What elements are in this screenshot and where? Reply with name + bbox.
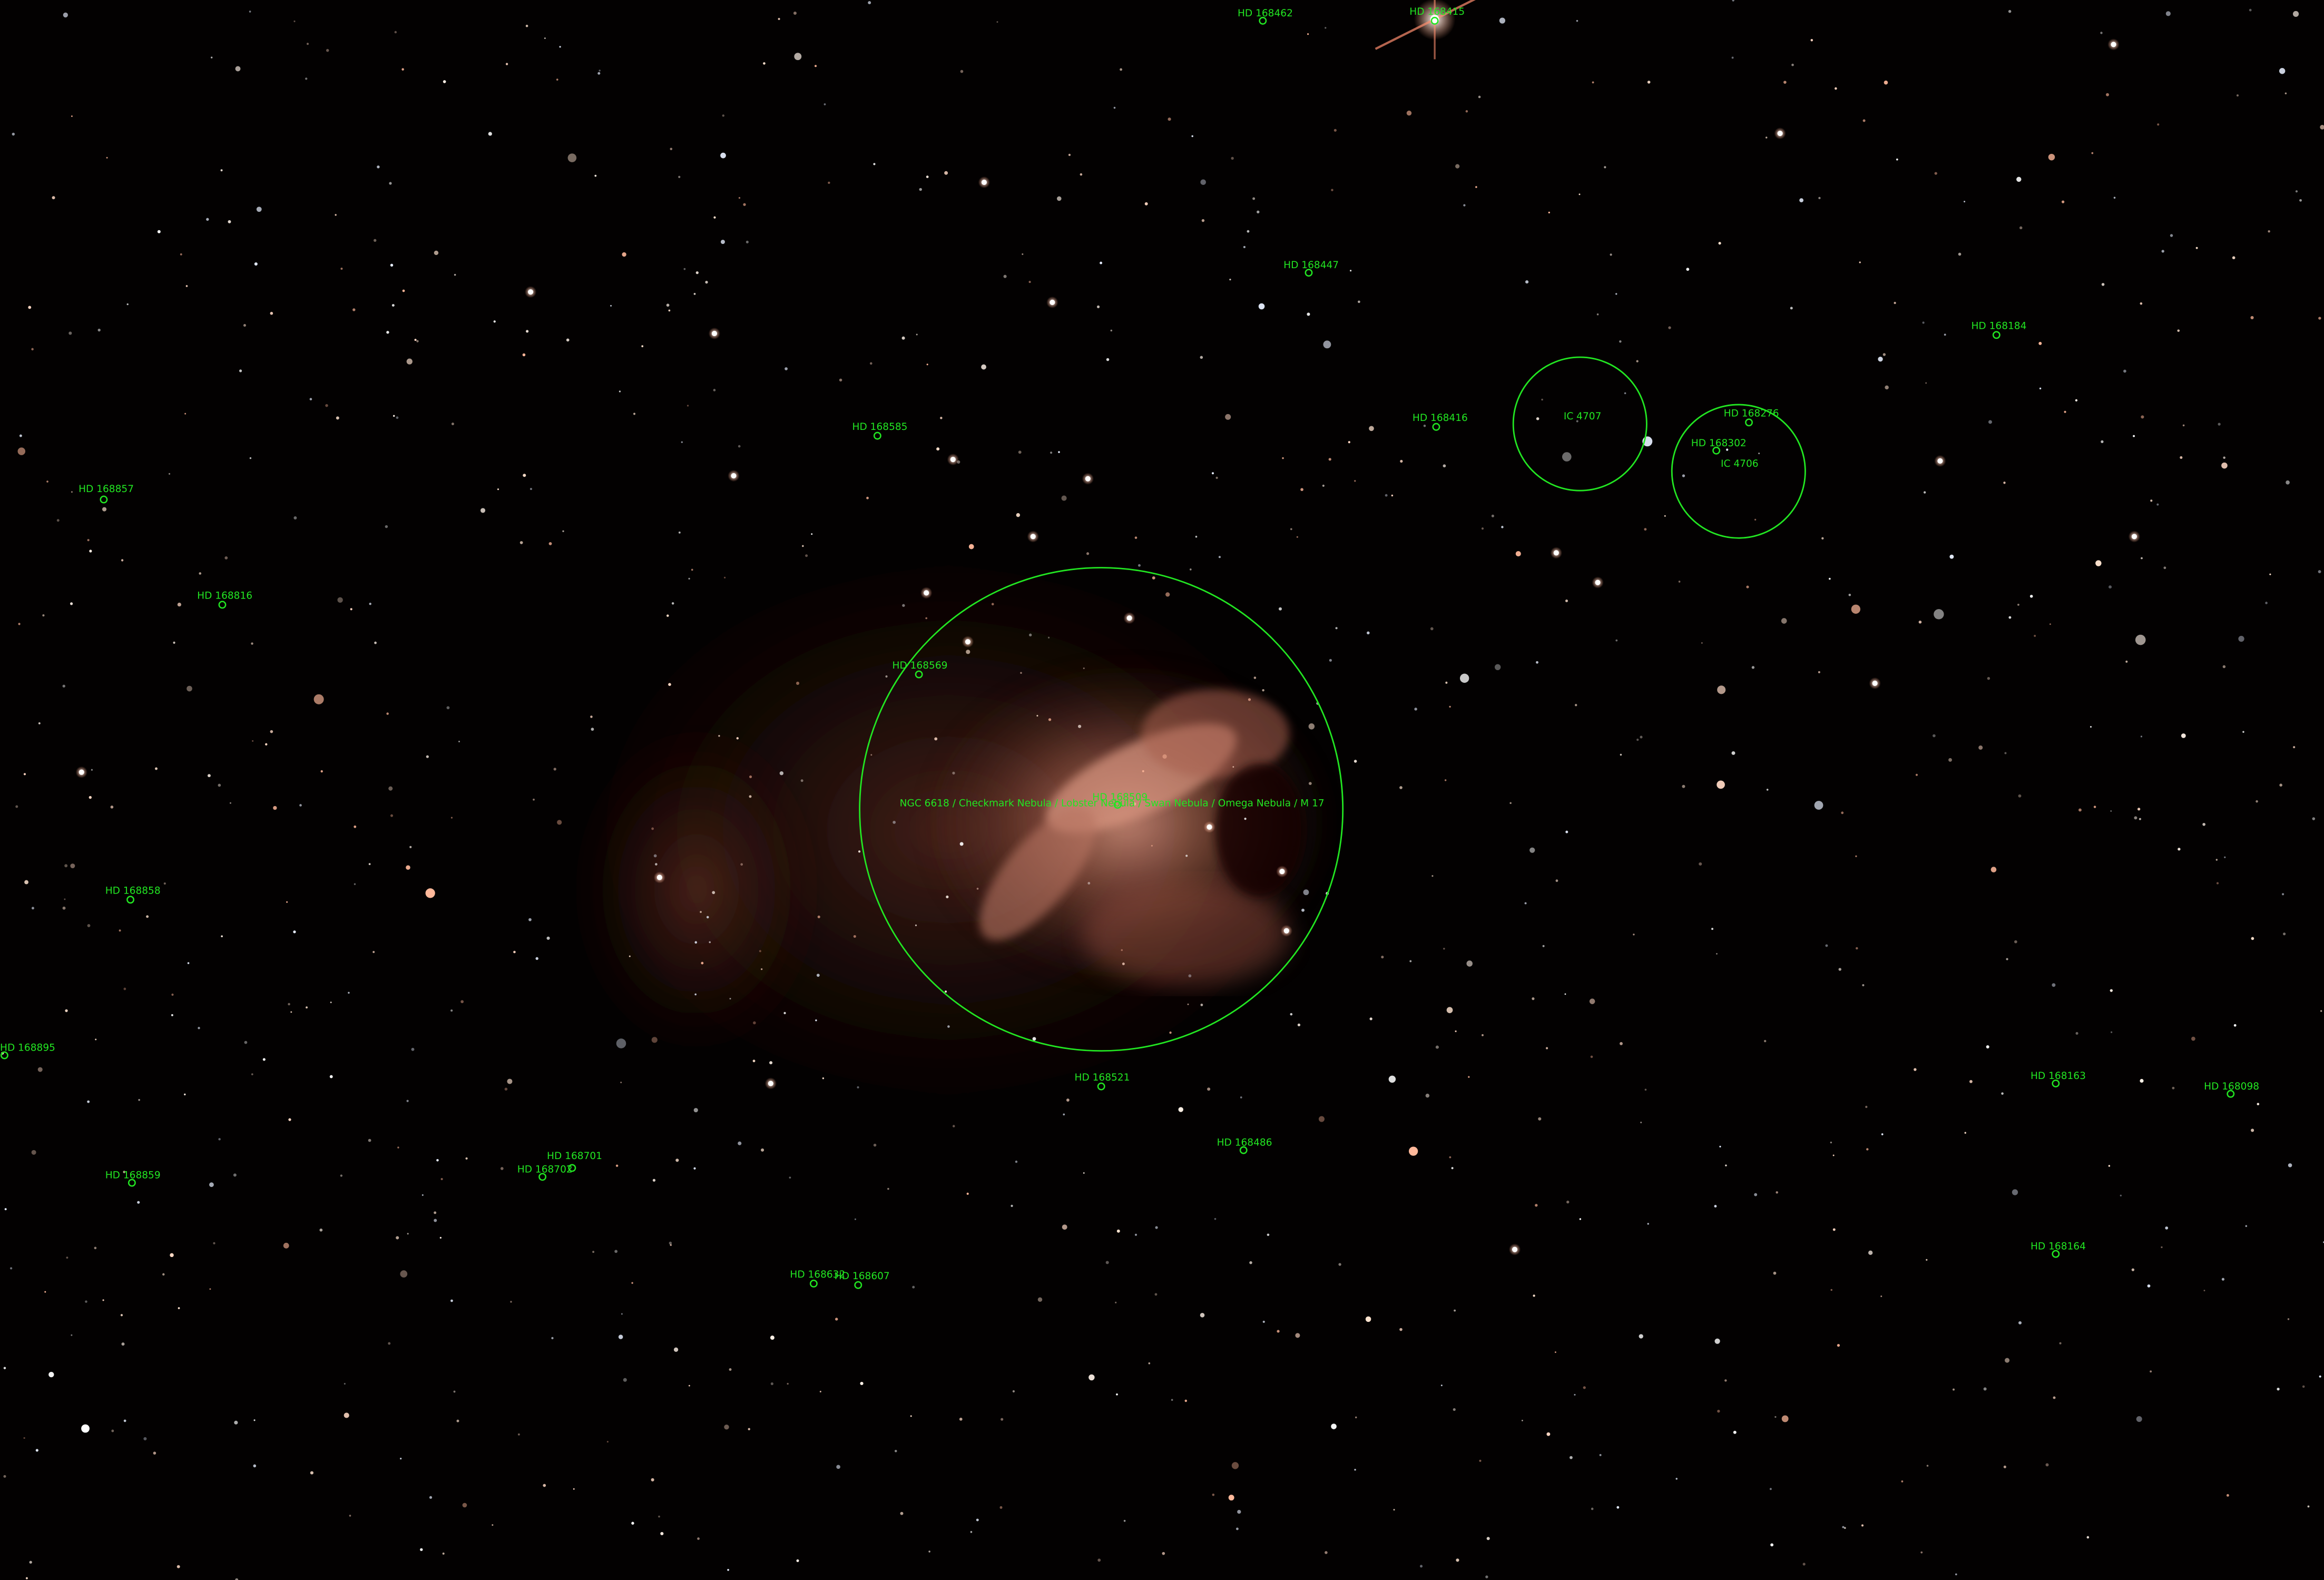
star-label: HD 168895	[0, 1043, 55, 1054]
star-label: HD 168701	[547, 1151, 602, 1162]
star-label: HD 168416	[1413, 413, 1468, 424]
ic4706-circle	[1671, 404, 1806, 539]
star-label: HD 168184	[1971, 321, 2026, 332]
m17-circle	[859, 567, 1344, 1052]
omega-nebula	[563, 533, 1334, 1127]
star-label: HD 168607	[835, 1271, 890, 1282]
star-label: HD 168585	[852, 421, 908, 433]
star-label: HD 168569	[893, 660, 948, 671]
ic4707-circle	[1512, 356, 1648, 492]
star-label: HD 168415	[1409, 6, 1465, 17]
star-label: HD 168632	[790, 1269, 845, 1280]
labeled-star-markers	[0, 16, 2235, 1289]
star-label: HD 168702	[517, 1164, 573, 1175]
ic4706-label: IC 4706	[1721, 458, 1759, 469]
star-label: HD 168462	[1238, 8, 1293, 19]
star-label: HD 168816	[197, 591, 252, 602]
annotations	[859, 356, 1806, 1052]
star-label: HD 168302	[1691, 438, 1747, 449]
star-label: HD 168858	[105, 885, 161, 896]
star-label: HD 168447	[1283, 260, 1339, 271]
star-label: HD 168098	[2204, 1081, 2259, 1092]
star-label: HD 168486	[1217, 1137, 1272, 1149]
bright-star-top	[1375, 0, 1476, 60]
ic4707-label: IC 4707	[1564, 411, 1602, 422]
star-label: HD 168163	[2031, 1071, 2086, 1082]
star-label: HD 168509	[1092, 792, 1148, 803]
star-label: HD 168164	[2031, 1241, 2086, 1252]
star-label: HD 168857	[79, 484, 134, 495]
m17-label: NGC 6618 / Checkmark Nebula / Lobster Ne…	[900, 798, 1325, 809]
star-label: HD 168276	[1724, 408, 1779, 419]
star-label: HD 168859	[105, 1170, 161, 1181]
star-label: HD 168521	[1075, 1072, 1130, 1083]
